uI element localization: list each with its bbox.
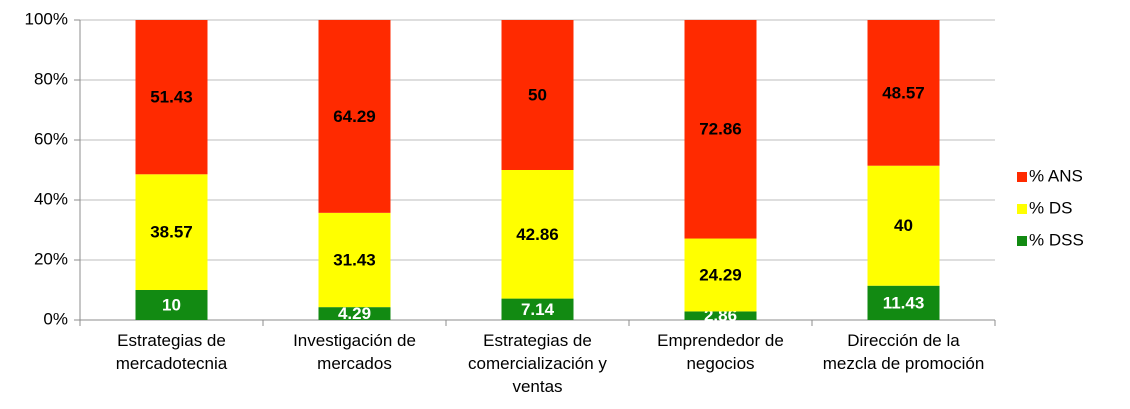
- data-label: 64.29: [333, 107, 376, 126]
- y-tick-label: 0%: [43, 309, 68, 328]
- bar-segment: [135, 20, 208, 175]
- data-label: 31.43: [333, 250, 376, 269]
- bar-segment: [501, 20, 574, 170]
- data-label: 72.86: [699, 120, 742, 139]
- bar-segment: [135, 290, 208, 320]
- bar-segment: [684, 311, 757, 320]
- bar-segment: [684, 238, 757, 312]
- bar-segment: [501, 170, 574, 299]
- data-label: 50: [528, 85, 547, 104]
- data-label: 51.43: [150, 88, 193, 107]
- legend-swatch: [1017, 236, 1027, 246]
- data-label: 40: [894, 216, 913, 235]
- bar-segment: [684, 19, 757, 239]
- y-tick-label: 80%: [34, 69, 68, 88]
- data-label: 11.43: [883, 293, 925, 312]
- data-label: 42.86: [516, 225, 559, 244]
- legend-label: % DSS: [1029, 230, 1084, 249]
- data-label: 7.14: [521, 300, 555, 319]
- y-tick-label: 20%: [34, 249, 68, 268]
- y-tick-label: 60%: [34, 129, 68, 148]
- legend-swatch: [1017, 172, 1027, 182]
- x-tick-label: Emprendedor de negocios: [657, 331, 784, 373]
- bar-segment: [867, 285, 940, 320]
- data-label: 38.57: [150, 223, 193, 242]
- bar-segment: [501, 298, 574, 320]
- bar-segment: [867, 20, 940, 166]
- data-label: 10: [162, 295, 181, 314]
- y-tick-label: 40%: [34, 189, 68, 208]
- data-label: 4.29: [338, 304, 371, 323]
- bar-segment: [318, 212, 391, 308]
- data-label: 48.57: [882, 83, 925, 102]
- x-tick-label: Estrategias de mercadotecnia: [116, 331, 228, 373]
- data-label: 24.29: [699, 265, 742, 284]
- bar-segment: [318, 307, 391, 320]
- bar-segment: [318, 19, 391, 213]
- legend-swatch: [1017, 204, 1027, 214]
- legend-label: % ANS: [1029, 166, 1083, 185]
- legend-label: % DS: [1029, 198, 1072, 217]
- x-tick-label: Investigación de mercados: [293, 331, 416, 373]
- x-tick-label: Estrategias de comercialización y ventas: [468, 331, 607, 396]
- bar-segment: [135, 174, 208, 290]
- x-tick-label: Dirección de la mezcla de promoción: [823, 331, 985, 373]
- y-tick-label: 100%: [25, 9, 68, 28]
- bar-segment: [867, 165, 940, 286]
